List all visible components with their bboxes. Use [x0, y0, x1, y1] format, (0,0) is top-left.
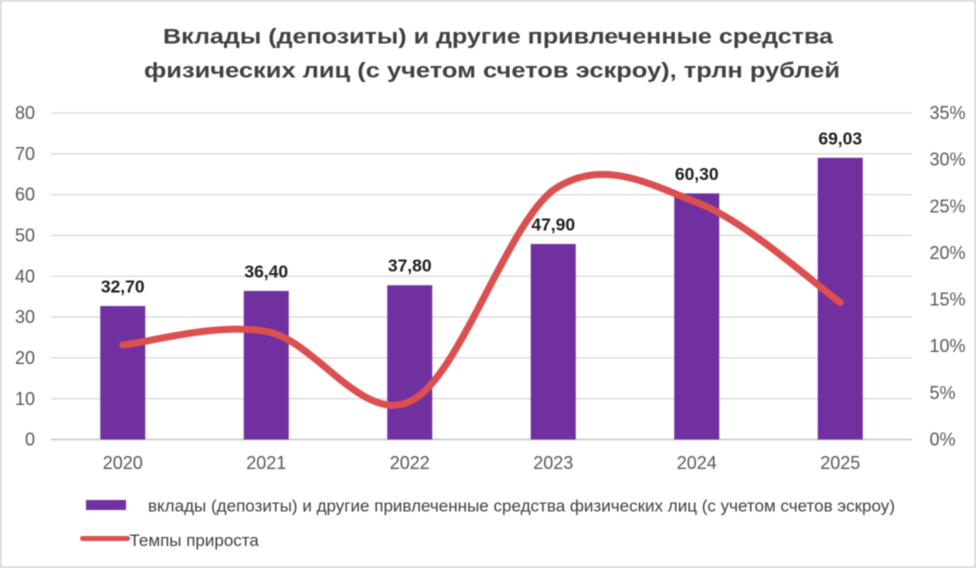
svg-text:вклады (депозиты) и другие при: вклады (депозиты) и другие привлеченные …	[148, 497, 895, 516]
svg-text:20: 20	[15, 348, 35, 368]
svg-text:2023: 2023	[533, 453, 573, 473]
svg-text:80: 80	[15, 103, 35, 123]
svg-text:70: 70	[15, 144, 35, 164]
svg-text:10%: 10%	[930, 336, 966, 356]
svg-text:0: 0	[25, 430, 35, 450]
svg-text:30%: 30%	[930, 150, 966, 170]
svg-text:47,90: 47,90	[531, 215, 575, 235]
svg-text:2025: 2025	[820, 453, 860, 473]
svg-text:60: 60	[15, 185, 35, 205]
svg-text:37,80: 37,80	[388, 256, 432, 276]
svg-text:2024: 2024	[677, 453, 717, 473]
svg-text:Темпы прироста: Темпы прироста	[130, 531, 260, 550]
svg-text:5%: 5%	[930, 383, 956, 403]
svg-text:69,03: 69,03	[818, 128, 862, 148]
svg-text:15%: 15%	[930, 290, 966, 310]
svg-text:2020: 2020	[103, 453, 143, 473]
svg-text:10: 10	[15, 389, 35, 409]
svg-text:25%: 25%	[930, 196, 966, 216]
svg-text:физических лиц (с учетом счето: физических лиц (с учетом счетов эскроу),…	[144, 59, 840, 83]
svg-text:36,40: 36,40	[244, 261, 288, 281]
svg-text:2021: 2021	[246, 453, 286, 473]
svg-text:20%: 20%	[930, 243, 966, 263]
svg-text:2022: 2022	[390, 453, 430, 473]
svg-text:35%: 35%	[930, 103, 966, 123]
svg-text:60,30: 60,30	[675, 164, 719, 184]
svg-text:Вклады (депозиты) и другие при: Вклады (депозиты) и другие привлеченные …	[163, 25, 834, 49]
svg-text:32,70: 32,70	[101, 277, 145, 297]
svg-text:40: 40	[15, 266, 35, 286]
svg-text:50: 50	[15, 226, 35, 246]
svg-text:30: 30	[15, 307, 35, 327]
svg-text:0%: 0%	[930, 430, 956, 450]
